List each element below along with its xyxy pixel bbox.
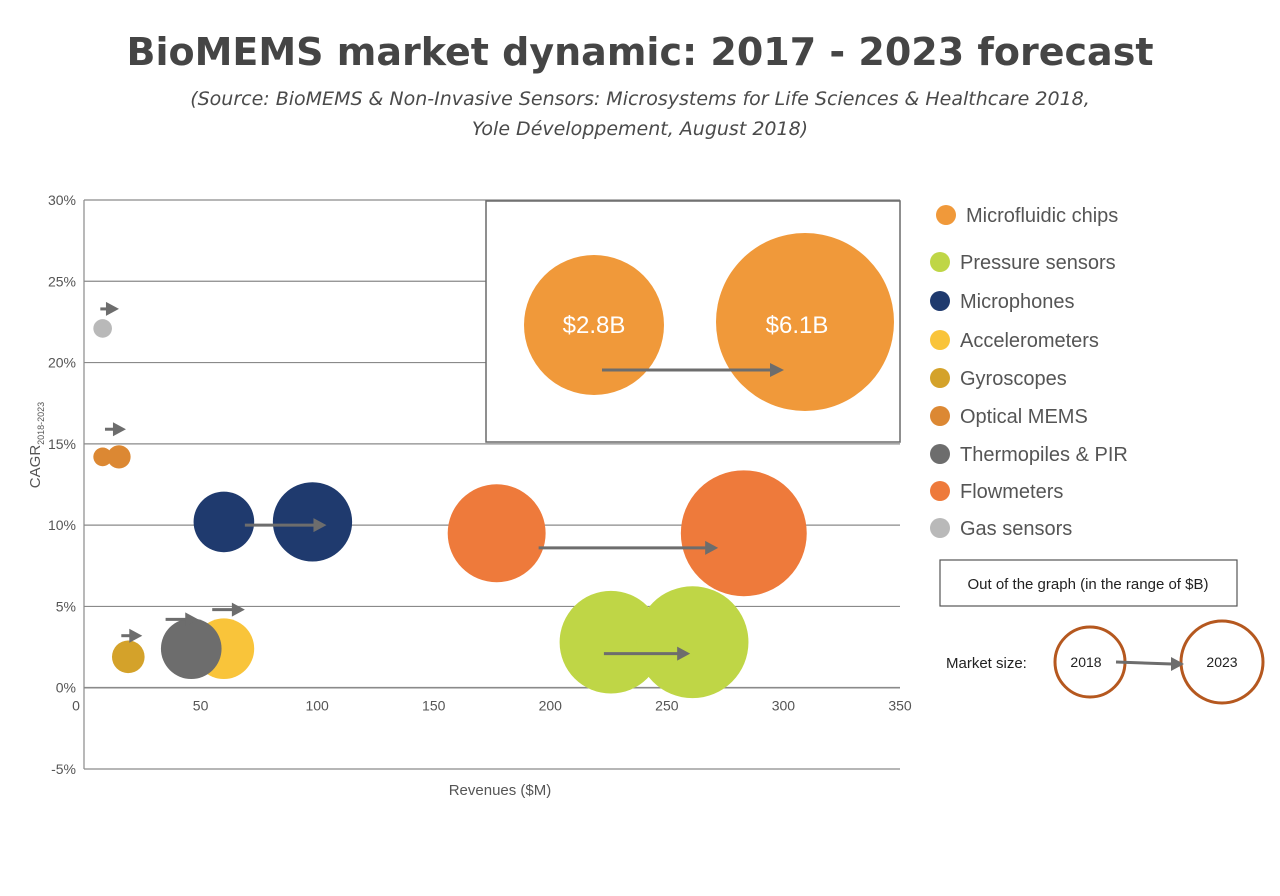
x-tick-label: 0 [72,698,80,714]
market-size-to: 2023 [1206,654,1237,670]
inset-value-2023: $6.1B [766,312,829,339]
x-tick-label: 150 [422,698,446,714]
legend-label-pressure-sensors: Pressure sensors [960,252,1116,274]
legend-marker-microphones [930,291,950,311]
legend-marker-optical-mems [930,406,950,426]
growth-arrowhead [112,422,126,437]
legend-note: Out of the graph (in the range of $B) [939,559,1238,607]
legend-marker-flowmeters [930,481,950,501]
legend-marker-pressure-sensors [930,252,950,272]
legend-marker-accelerometers [930,330,950,350]
x-tick-label: 350 [888,698,912,714]
y-tick-label: 5% [56,598,76,614]
legend-marker-thermopiles-pir [930,444,950,464]
legend-label-gas-sensors: Gas sensors [960,518,1072,540]
chart-title: BioMEMS market dynamic: 2017 - 2023 fore… [126,30,1154,74]
x-tick-label: 300 [772,698,796,714]
chart-subtitle: (Source: BioMEMS & Non-Invasive Sensors:… [0,84,1280,144]
bubble-flowmeters [680,470,807,597]
growth-arrowhead [705,540,719,555]
bubble-optical-mems [93,447,112,467]
subtitle-line-2: Yole Développement, August 2018) [471,118,809,140]
bubble-thermopiles-pir [160,618,222,680]
y-tick-label: -5% [51,761,76,777]
legend-label-optical-mems: Optical MEMS [960,406,1088,428]
y-axis-label-main: CAGR [27,445,44,489]
legend-note-text: Out of the graph (in the range of $B) [968,576,1209,593]
market-size-arrow [1115,660,1173,666]
legend-marker-gas-sensors [930,518,950,538]
bubble-gyroscopes [111,640,145,674]
market-size-circle-2023 [1179,619,1265,705]
legend-note-box [939,559,1238,607]
growth-arrowhead [231,602,245,617]
x-tick-label: 200 [539,698,563,714]
y-tick-label: 25% [48,273,76,289]
y-tick-label: 20% [48,355,76,371]
legend-label-accelerometers: Accelerometers [960,330,1099,352]
legend-marker-gyroscopes [930,368,950,388]
y-axis-label: CAGR2018-2023 [27,402,46,488]
inset-bubble-2023 [716,233,894,411]
axis-layer: Revenues ($M) CAGR2018-2023 30% 25% 20% 15%… [27,192,912,799]
bubble-microphones [272,482,353,562]
growth-arrowhead [313,518,327,533]
bubble-flowmeters [447,484,546,583]
legend: Microfluidic chips Pressure sensors Microp… [930,205,1128,540]
inset-value-2018: $2.8B [563,312,626,339]
y-tick-label: 10% [48,517,76,533]
y-tick-label: 0% [56,680,76,696]
bubble-pressure-sensors [559,590,663,694]
bubble-pressure-sensors [636,586,749,699]
market-size-key: Market size: 2018 2023 [946,619,1265,705]
y-axis-label-sub: 2018-2023 [36,402,46,445]
bubble-gas-sensors [93,319,112,338]
inset-arrowhead [770,363,784,377]
bubble-optical-mems [107,445,131,469]
market-size-label: Market size: [946,655,1027,672]
market-size-from: 2018 [1070,654,1101,670]
growth-arrowhead [185,612,199,627]
legend-label-microfluidic-chips: Microfluidic chips [966,205,1118,227]
growth-arrowhead [129,628,143,643]
growth-arrowhead [677,646,691,661]
subtitle-line-1: (Source: BioMEMS & Non-Invasive Sensors:… [190,88,1090,110]
legend-marker-microfluidic-chips [936,205,956,225]
y-tick-label: 15% [48,436,76,452]
bubble-microphones [193,491,255,553]
y-tick-label: 30% [48,192,76,208]
microfluidic-inset: $2.8B $6.1B [485,200,901,443]
legend-label-thermopiles-pir: Thermopiles & PIR [960,444,1128,466]
growth-arrowhead [105,301,119,316]
legend-label-gyroscopes: Gyroscopes [960,368,1067,390]
x-tick-label: 50 [193,698,209,714]
inset-bubble-2018 [524,255,664,395]
x-tick-label: 100 [305,698,329,714]
market-size-arrowhead [1171,657,1184,671]
x-axis-label: Revenues ($M) [449,782,552,799]
legend-label-flowmeters: Flowmeters [960,481,1063,503]
legend-label-microphones: Microphones [960,291,1075,313]
bubble-layer [93,301,807,699]
x-tick-label: 250 [655,698,679,714]
